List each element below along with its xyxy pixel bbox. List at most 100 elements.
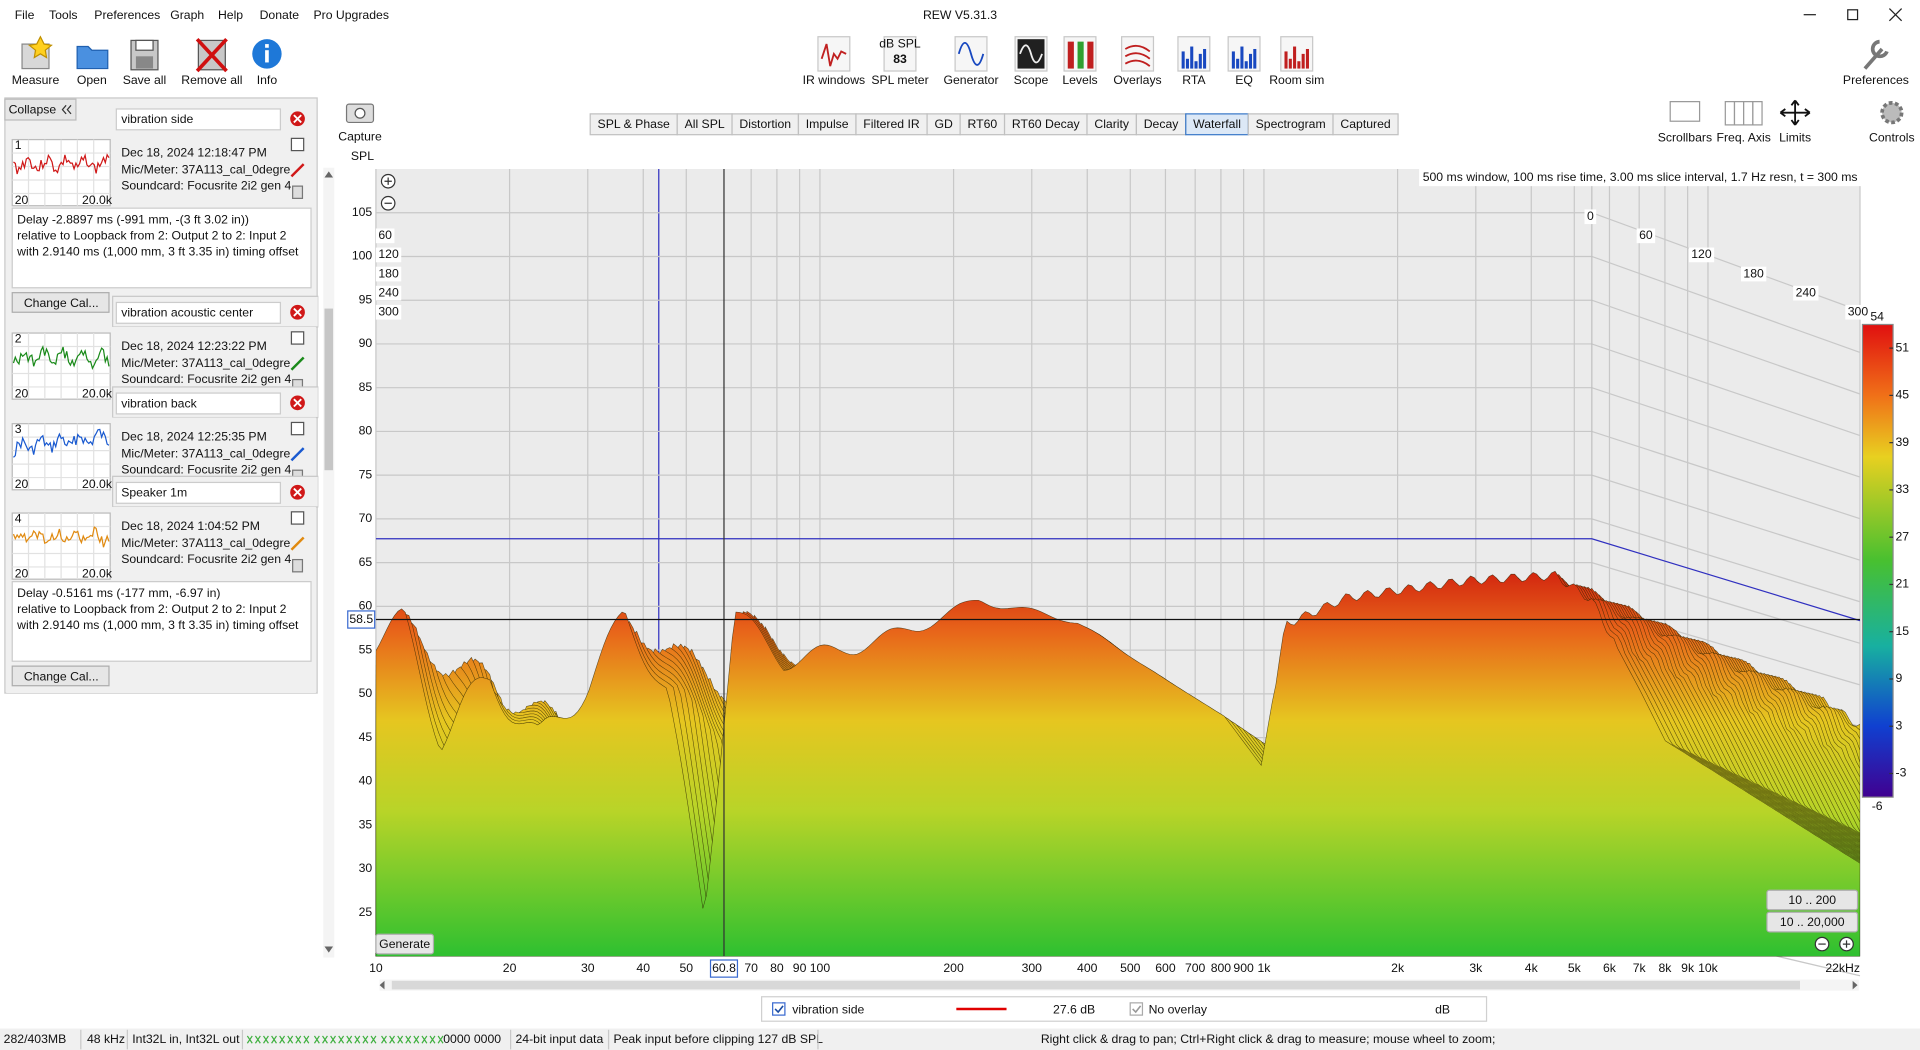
menu-item[interactable]: Graph [170,8,204,22]
tab-label[interactable]: Waterfall [1193,117,1241,131]
tab-label[interactable]: Captured [1340,117,1391,131]
toolbar-icon[interactable] [954,36,988,72]
toolbar-icon[interactable] [21,35,53,70]
checkbox[interactable] [772,1002,786,1016]
toolbar-icon[interactable] [1227,36,1261,72]
panel-scroll-thumb[interactable] [324,308,334,471]
graph-tool[interactable]: Freq. Axis [1716,101,1771,145]
toolbar-label[interactable]: Info [257,73,278,87]
toolbar-label[interactable]: Open [77,73,107,87]
pen-icon[interactable] [290,356,305,371]
menu-item[interactable]: Tools [49,8,78,22]
name-field[interactable] [115,108,282,131]
graph-tool-label[interactable]: Limits [1779,131,1811,145]
check[interactable] [774,1005,784,1014]
h-scroll-thumb[interactable] [391,980,1801,990]
overlay-name[interactable]: No overlay [1149,1002,1208,1016]
tab-label[interactable]: All SPL [685,117,725,131]
legend-name[interactable]: vibration side [792,1002,864,1016]
toolbar-label[interactable]: Preferences [1843,73,1909,87]
graph-button-label[interactable]: 10 .. 20,000 [1780,915,1845,929]
change-cal-button[interactable] [11,292,110,313]
toolbar-label[interactable]: Save all [123,73,167,87]
pen-icon[interactable] [290,163,305,178]
graph-button[interactable] [375,933,435,955]
graph-button[interactable] [1766,889,1859,911]
measurement-name[interactable]: vibration back [121,396,197,410]
close[interactable] [1888,8,1903,22]
toolbar-icon[interactable] [1121,36,1155,72]
capture-lens[interactable] [354,107,366,119]
remove-x[interactable] [293,307,302,317]
graph-tool[interactable]: Limits [1779,99,1811,145]
toolbar-label[interactable]: Scope [1014,73,1049,87]
tab-label[interactable]: Decay [1144,117,1180,131]
tab-label[interactable]: Filtered IR [863,117,920,131]
graph-icon[interactable] [290,511,305,525]
toolbar-icon[interactable] [252,39,282,69]
tab[interactable] [1332,113,1399,136]
zoom-sign[interactable] [384,177,392,185]
change-cal-label[interactable]: Change Cal... [24,296,99,310]
pen-icon[interactable] [290,447,305,462]
toolbar-icon[interactable] [76,45,109,70]
tab-label[interactable]: SPL & Phase [598,117,671,131]
tab-label[interactable]: RT60 Decay [1012,117,1081,131]
measurement-name[interactable]: vibration acoustic center [121,306,253,320]
toolbar-icon[interactable] [130,39,159,71]
menu-item[interactable]: Pro Upgrades [313,8,389,22]
checkbox[interactable] [1129,1002,1144,1016]
measurement-name[interactable]: vibration side [121,112,193,126]
toolbar-icon[interactable] [195,37,228,73]
toolbar-label[interactable]: EQ [1235,73,1253,87]
toolbar-label[interactable]: Room sim [1269,73,1324,87]
graph-tool[interactable]: Controls [1869,101,1915,145]
tab-label[interactable]: Impulse [806,117,849,131]
toolbar-label[interactable]: Overlays [1113,73,1161,87]
tab-label[interactable]: RT60 [967,117,997,131]
toolbar-label[interactable]: Measure [12,73,60,87]
menu-item[interactable]: Help [218,8,243,22]
toolbar-label[interactable]: Remove all [181,73,242,87]
toolbar-icon[interactable] [1014,36,1048,72]
toolbar-label[interactable]: Levels [1062,73,1097,87]
remove-x[interactable] [293,487,302,497]
toolbar-label[interactable]: SPL meter [871,73,928,87]
graph-tool-label[interactable]: Controls [1869,131,1915,145]
capture-label[interactable]: Capture [338,129,382,143]
toolbar-icon[interactable] [883,36,917,72]
tab-label[interactable]: Distortion [739,117,791,131]
remove-x[interactable] [293,398,302,408]
collapse-button[interactable] [4,98,77,121]
tab-label[interactable]: Spectrogram [1256,117,1326,131]
pen-icon[interactable] [290,536,305,551]
panel-scrollbar[interactable] [323,167,335,958]
graph-tool-label[interactable]: Scrollbars [1658,131,1712,145]
graph-icon[interactable] [290,331,305,345]
maximize[interactable] [1847,9,1859,21]
window-controls[interactable] [1803,8,1903,22]
name-field[interactable] [115,392,282,415]
collapse-label[interactable]: Collapse [9,102,57,116]
menu-item[interactable]: File [15,8,35,22]
name-field[interactable] [115,481,282,504]
graph-icon[interactable] [290,137,305,152]
doc-icon[interactable] [292,185,304,199]
toolbar-label[interactable]: IR windows [803,73,866,87]
toolbar-label[interactable]: RTA [1182,73,1206,87]
remove-x[interactable] [293,114,302,124]
tab-label[interactable]: Clarity [1094,117,1130,131]
menu-item[interactable]: Preferences [94,8,160,22]
doc-icon[interactable] [292,558,304,573]
measurement-name[interactable]: Speaker 1m [121,486,187,500]
toolbar-label[interactable]: Generator [943,73,998,87]
menu-item[interactable]: Donate [260,8,300,22]
change-cal-label[interactable]: Change Cal... [24,669,99,683]
toolbar-icon[interactable] [1177,36,1211,72]
graph-button-label[interactable]: Generate [379,937,430,951]
zoom-sign[interactable] [1842,940,1851,948]
check[interactable] [1132,1005,1142,1014]
graph-tool[interactable]: Scrollbars [1658,101,1712,145]
name-field[interactable] [115,301,282,324]
graph-icon[interactable] [290,421,305,436]
